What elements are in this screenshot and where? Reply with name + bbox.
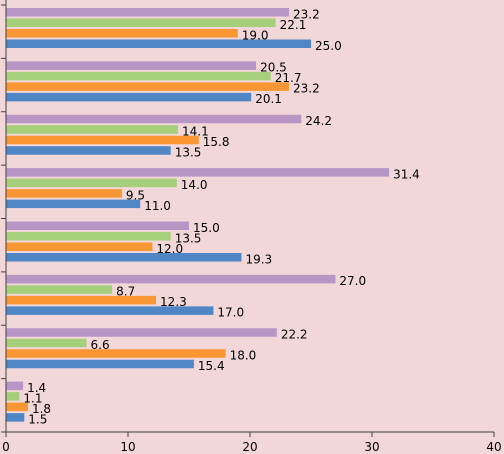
x-tick-label: 40	[486, 440, 501, 454]
bars-layer	[6, 8, 390, 422]
bar-series2-cat5	[6, 242, 153, 251]
bar-series4-cat2	[6, 61, 257, 70]
bar-series1-cat2	[6, 92, 252, 102]
x-tick-label: 10	[120, 440, 135, 454]
bar-series1-cat1	[6, 39, 311, 48]
data-label-series4-cat7: 22.2	[281, 328, 308, 342]
data-label-series3-cat6: 8.7	[116, 285, 135, 299]
data-label-series4-cat6: 27.0	[339, 274, 366, 288]
data-label-series1-cat6: 17.0	[217, 306, 244, 320]
bar-series2-cat6	[6, 295, 157, 305]
data-label-series1-cat2: 20.1	[255, 92, 282, 106]
data-label-series2-cat3: 15.8	[203, 135, 230, 149]
bar-series1-cat4	[6, 199, 141, 209]
data-label-series2-cat7: 18.0	[230, 349, 257, 363]
bar-series2-cat3	[6, 135, 199, 145]
bar-series4-cat4	[6, 168, 390, 177]
bar-series3-cat8	[6, 392, 20, 401]
bar-series3-cat6	[6, 285, 113, 294]
data-labels-layer: 25.019.022.123.220.123.221.720.513.515.8…	[23, 7, 419, 426]
bar-series3-cat3	[6, 125, 179, 134]
bar-series2-cat1	[6, 29, 238, 38]
data-label-series4-cat2: 20.5	[260, 61, 287, 75]
bar-series2-cat7	[6, 349, 226, 358]
bar-series3-cat1	[6, 18, 276, 27]
bar-series1-cat6	[6, 306, 214, 315]
bar-series2-cat2	[6, 82, 290, 91]
bar-series3-cat7	[6, 338, 87, 348]
bar-series1-cat5	[6, 253, 242, 262]
data-label-series2-cat2: 23.2	[293, 82, 320, 96]
data-label-series4-cat5: 15.0	[193, 221, 220, 235]
data-label-series1-cat3: 13.5	[175, 146, 202, 160]
data-label-series2-cat5: 12.0	[156, 242, 183, 256]
data-label-series3-cat1: 22.1	[280, 18, 307, 32]
data-label-series4-cat8: 1.4	[27, 381, 46, 395]
data-label-series3-cat2: 21.7	[275, 71, 302, 85]
data-label-series3-cat4: 14.0	[181, 178, 208, 192]
data-label-series3-cat7: 6.6	[91, 338, 110, 352]
data-label-series1-cat1: 25.0	[315, 39, 342, 53]
bar-series2-cat4	[6, 189, 122, 198]
bar-series4-cat3	[6, 114, 302, 124]
data-label-series2-cat4: 9.5	[126, 188, 145, 202]
data-label-series4-cat3: 24.2	[305, 114, 332, 128]
bar-series3-cat2	[6, 71, 271, 81]
data-label-series2-cat6: 12.3	[160, 295, 187, 309]
data-label-series3-cat3: 14.1	[182, 125, 209, 139]
bar-series3-cat4	[6, 178, 177, 188]
bar-series4-cat5	[6, 221, 189, 230]
bar-series1-cat7	[6, 359, 194, 369]
bar-series2-cat8	[6, 402, 28, 412]
data-label-series3-cat5: 13.5	[175, 231, 202, 245]
bar-series4-cat8	[6, 381, 24, 391]
data-label-series1-cat7: 15.4	[198, 359, 225, 373]
data-label-series4-cat1: 23.2	[293, 7, 320, 21]
data-label-series3-cat8: 1.1	[23, 391, 42, 405]
bar-series4-cat1	[6, 8, 290, 17]
data-label-series2-cat1: 19.0	[242, 28, 269, 42]
x-tick-label: 30	[364, 440, 379, 454]
data-label-series1-cat5: 19.3	[245, 252, 272, 266]
bar-series4-cat7	[6, 328, 277, 337]
data-label-series2-cat8: 1.8	[32, 402, 51, 416]
bar-series3-cat5	[6, 232, 171, 241]
data-label-series1-cat8: 1.5	[28, 412, 47, 426]
data-label-series1-cat4: 11.0	[144, 199, 171, 213]
data-label-series4-cat4: 31.4	[393, 167, 420, 181]
x-tick-label: 20	[242, 440, 257, 454]
bar-series1-cat8	[6, 413, 25, 422]
bar-series4-cat6	[6, 274, 336, 284]
x-tick-label: 0	[2, 440, 10, 454]
bar-series1-cat3	[6, 146, 171, 155]
